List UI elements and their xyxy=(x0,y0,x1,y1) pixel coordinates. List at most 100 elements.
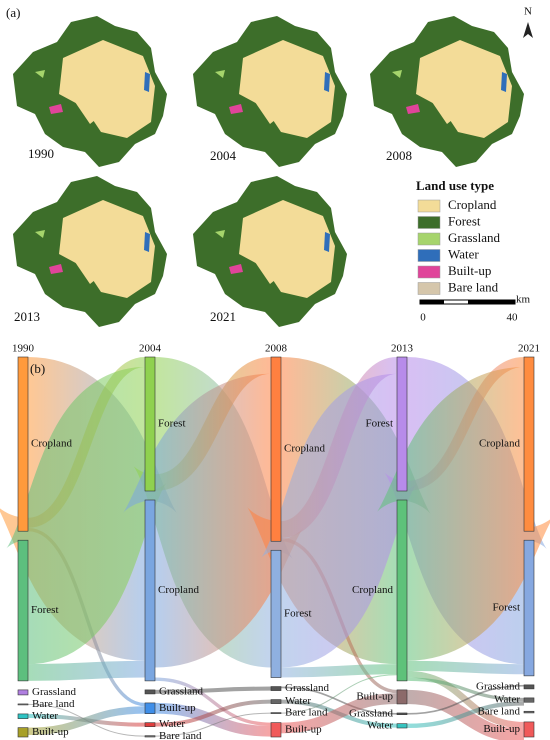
legend-label: Grassland xyxy=(448,230,500,245)
node-label: Built-up xyxy=(159,702,196,714)
sankey-node xyxy=(396,712,408,715)
sankey-node xyxy=(270,712,282,714)
sankey-node xyxy=(144,735,156,738)
sankey-node xyxy=(144,356,156,492)
sankey-node xyxy=(144,702,156,714)
node-label: Grassland xyxy=(159,685,203,697)
sankey-node xyxy=(270,699,282,704)
sankey-link xyxy=(280,664,398,678)
node-label: Water xyxy=(494,694,520,706)
sankey-link xyxy=(27,706,146,735)
legend-label: Bare land xyxy=(448,279,499,294)
node-label: Forest xyxy=(158,418,186,430)
sankey-node xyxy=(270,356,282,542)
legend-swatch xyxy=(417,282,441,295)
sankey-link xyxy=(280,686,398,715)
sankey-node xyxy=(144,689,156,695)
sankey-node xyxy=(270,686,282,691)
panel-label: (b) xyxy=(30,361,45,376)
node-label: Cropland xyxy=(158,584,199,596)
sankey-link xyxy=(154,677,272,726)
sankey-node xyxy=(396,356,408,492)
scale-tick: 0 xyxy=(420,312,426,324)
node-label: Bare land xyxy=(159,730,202,740)
sankey-node xyxy=(396,689,408,705)
sankey-node xyxy=(523,721,535,738)
node-label: Built-up xyxy=(285,723,322,735)
sankey-link xyxy=(154,686,272,694)
node-label: Built-up xyxy=(483,723,520,735)
map-panel: (a) 1990 2004 2008 2013 2021 N Land use type… xyxy=(6,5,533,327)
land-use-map xyxy=(370,16,524,167)
node-label: Forest xyxy=(284,607,312,619)
node-label: Forest xyxy=(366,418,394,430)
sankey-node xyxy=(17,539,29,682)
year-label: 2013 xyxy=(391,343,414,355)
sankey-link xyxy=(280,693,398,734)
map-year: 2004 xyxy=(210,148,237,163)
panel-label: (a) xyxy=(6,5,20,20)
node-label: Water xyxy=(159,718,185,730)
sankey-link xyxy=(406,684,525,715)
sankey-link xyxy=(406,677,525,702)
sankey-node xyxy=(523,710,535,714)
year-label: 2021 xyxy=(518,343,540,355)
sankey-link xyxy=(154,702,272,737)
node-label: Grassland xyxy=(285,682,329,694)
node-label: Grassland xyxy=(32,686,76,698)
legend-label: Cropland xyxy=(448,197,497,212)
sankey-node xyxy=(523,539,535,677)
legend-label: Forest xyxy=(448,213,481,228)
node-label: Forest xyxy=(31,604,59,616)
year-label: 2008 xyxy=(265,343,288,355)
land-use-map xyxy=(193,16,347,167)
sankey-node xyxy=(144,499,156,682)
sankey-node xyxy=(270,722,282,738)
sankey-node xyxy=(17,713,29,719)
sankey-link xyxy=(154,699,272,727)
node-label: Cropland xyxy=(284,443,325,455)
node-label: Cropland xyxy=(479,438,520,450)
land-use-map xyxy=(193,176,347,327)
legend-swatch xyxy=(417,216,441,229)
sankey-link xyxy=(406,701,525,729)
sankey-link xyxy=(406,660,525,675)
map-year: 2013 xyxy=(14,309,40,324)
sankey-node xyxy=(523,697,535,703)
sankey-node xyxy=(17,689,29,696)
north-arrow: N xyxy=(523,6,533,38)
node-label: Water xyxy=(367,719,393,731)
node-label: Water xyxy=(32,710,58,722)
legend-swatch xyxy=(417,265,441,279)
node-label: Built-up xyxy=(356,690,393,702)
scale-bar xyxy=(419,299,516,305)
sankey-link xyxy=(257,373,421,668)
node-label: Forest xyxy=(493,602,521,614)
year-label: 2004 xyxy=(139,343,162,355)
sankey-link xyxy=(27,660,146,681)
legend-label: Built-up xyxy=(448,263,491,278)
year-label: 1990 xyxy=(12,343,35,355)
sankey-node xyxy=(396,723,408,729)
sankey-node xyxy=(396,499,408,682)
sankey-node xyxy=(270,549,282,678)
legend-swatch xyxy=(417,232,441,246)
sankey-link xyxy=(280,674,398,714)
node-label: Cropland xyxy=(352,584,393,596)
sankey-node xyxy=(523,356,535,532)
legend-swatch xyxy=(417,199,441,213)
node-label: Grassland xyxy=(349,707,393,719)
node-label: Water xyxy=(285,695,311,707)
node-label: Bare land xyxy=(285,707,328,719)
sankey-node xyxy=(144,722,156,727)
node-label: Cropland xyxy=(31,438,72,450)
sankey-link xyxy=(154,712,272,737)
sankey-node xyxy=(17,727,29,738)
node-label: Bare land xyxy=(32,698,75,710)
land-use-map xyxy=(13,16,167,167)
scale-tick: 40 xyxy=(507,312,519,324)
sankey-link xyxy=(119,373,307,668)
node-label: Grassland xyxy=(476,680,520,692)
map-year: 1990 xyxy=(28,146,54,161)
